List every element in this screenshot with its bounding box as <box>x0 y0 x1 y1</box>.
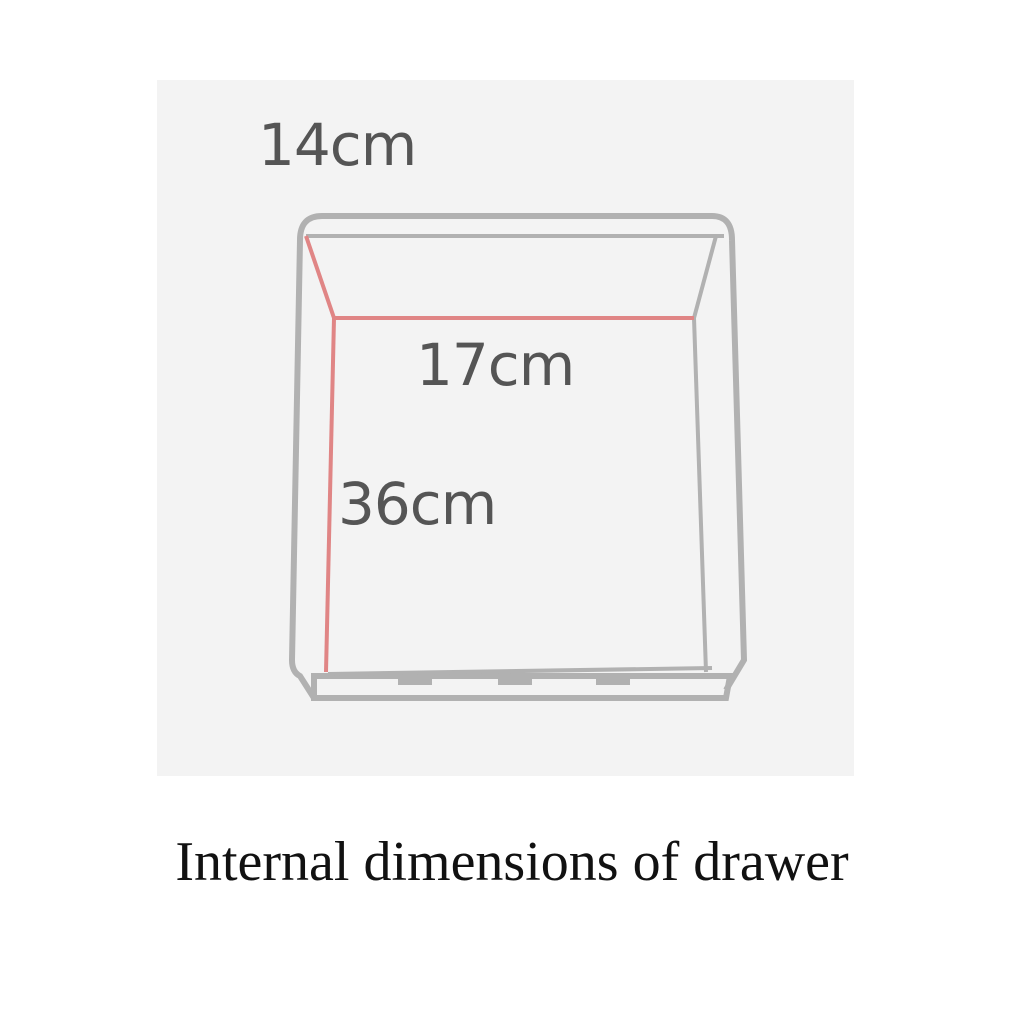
drawer-right-wall <box>723 239 748 692</box>
depth-dimension-line <box>324 317 336 673</box>
drawer-bottom-face <box>311 673 734 701</box>
height-dimension-line <box>304 235 336 319</box>
drawer-right-inner-edge <box>691 235 718 673</box>
drawer-slot-2 <box>498 679 532 685</box>
height-dimension-label: 14cm <box>258 111 417 179</box>
drawer-top-rim <box>297 213 735 241</box>
depth-dimension-label: 36cm <box>338 470 497 538</box>
drawer-slot-1 <box>398 679 432 685</box>
diagram-caption: Internal dimensions of drawer <box>175 831 849 893</box>
width-dimension-label: 17cm <box>416 331 575 399</box>
drawer-slot-3 <box>596 679 630 685</box>
drawer-bottom-inner-line <box>327 666 713 676</box>
drawer-left-wall <box>288 239 317 700</box>
